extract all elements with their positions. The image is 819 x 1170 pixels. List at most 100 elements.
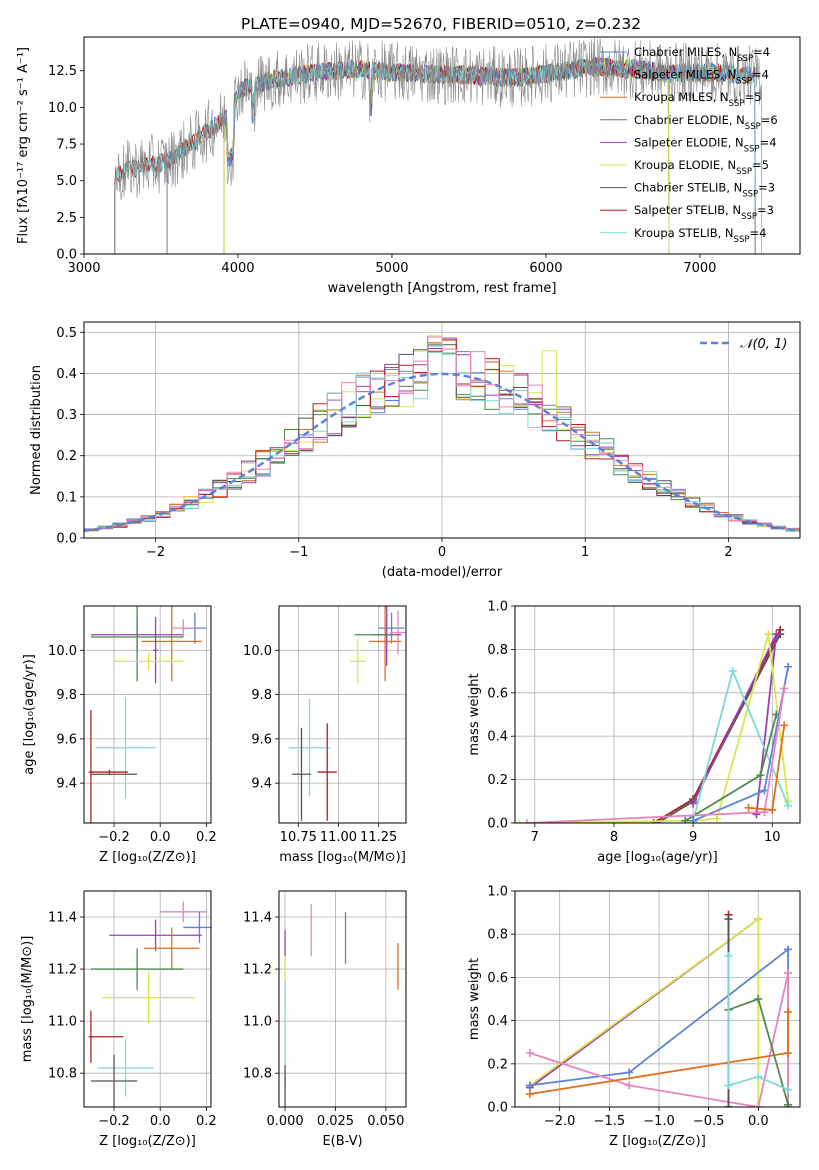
- x-tick-label: 0.0: [150, 830, 171, 845]
- age_vs_mass-plot: [288, 606, 406, 821]
- age_vs_Z-plot: [88, 606, 207, 823]
- x-tick-label: −1: [289, 545, 308, 560]
- x-tick-label: 0.050: [367, 1114, 404, 1129]
- errorbar-point: [369, 606, 402, 682]
- y-tick-label: 0.2: [56, 449, 77, 464]
- axes-frame: [278, 890, 407, 1108]
- x-axis-label: mass [log₁₀(M/M⊙)]: [279, 850, 406, 865]
- x-tick-label: −0.2: [98, 1114, 130, 1129]
- plus-marker: [780, 721, 789, 730]
- x-tick-label: 0: [438, 545, 446, 560]
- x-axis-label: Z [log₁₀(Z/Z⊙)]: [609, 1134, 706, 1149]
- x-tick-label: 0.2: [196, 1114, 217, 1129]
- errorbar-point: [389, 610, 406, 655]
- weight-line: [727, 955, 789, 1091]
- plus-marker: [754, 1103, 763, 1107]
- massweight_vs_age-axes: 7 8 9 10 0.0 0.2 0.4 0.6 0.8 1.0 age [log₁₀(age/yr…: [467, 600, 801, 865]
- massweight_vs_Z-axes: −2.0 −1.5 −1.0 −0.5 0.0 0.0 0.2 0.4 0.6 0.8 1.0 Z […: [467, 885, 801, 1149]
- y-tick-label: 10.8: [48, 1067, 77, 1082]
- errorbar-point: [141, 606, 202, 682]
- plus-marker: [772, 630, 781, 639]
- errorbar-point: [90, 948, 184, 990]
- y-tick-label: 0.8: [487, 643, 508, 658]
- axes-frame: [514, 605, 801, 824]
- y-tick-label: 11.0: [243, 1015, 272, 1030]
- y-tick-label: 10.0: [48, 644, 77, 659]
- y-axis-label: mass weight: [467, 958, 482, 1040]
- x-axis-label: age [log₁₀(age/yr)]: [597, 850, 718, 865]
- y-tick-label: 0.0: [56, 248, 77, 263]
- plus-marker: [784, 662, 793, 671]
- x-tick-label: −1.0: [643, 1114, 675, 1129]
- plus-marker: [525, 1049, 534, 1057]
- plus-marker: [784, 969, 793, 978]
- legend-label: 𝒩(0, 1): [740, 337, 787, 352]
- residuals-axes: −2 −1 0 1 2 0.0 0.1 0.2 0.3 0.4 0.5 (data-model)/er…: [29, 321, 801, 580]
- y-tick-label: 11.2: [243, 963, 272, 978]
- spectrum-line: [114, 37, 762, 254]
- x-tick-label: 0.0: [748, 1114, 769, 1129]
- x-tick-label: −0.2: [98, 830, 130, 845]
- y-tick-label: 0.8: [487, 928, 508, 943]
- mass_vs_EBV-axes: 0.000 0.025 0.050 10.8 11.0 11.2 11.4 E(B-V): [243, 890, 407, 1149]
- errorbar-point: [291, 727, 312, 821]
- x-axis-label: E(B-V): [322, 1134, 362, 1149]
- y-tick-label: 0.5: [56, 326, 77, 341]
- massweight_vs_Z-plot: [525, 910, 793, 1107]
- y-axis-label: Normed distribution: [29, 365, 44, 495]
- y-tick-label: 10.0: [243, 644, 272, 659]
- x-tick-label: 11.25: [360, 830, 397, 845]
- axes-frame: [278, 605, 407, 824]
- errorbar-point: [160, 901, 207, 923]
- axes-frame: [83, 605, 212, 824]
- y-tick-label: 0.2: [487, 1057, 508, 1072]
- x-tick-label: 6000: [529, 261, 562, 276]
- plus-marker: [784, 945, 793, 954]
- plus-marker: [689, 816, 698, 823]
- plus-marker: [724, 1103, 733, 1107]
- x-tick-label: 3000: [67, 261, 100, 276]
- axes-frame: [83, 36, 801, 255]
- plus-marker: [784, 1007, 793, 1016]
- x-tick-label: 8: [610, 830, 618, 845]
- y-tick-label: 11.4: [48, 911, 77, 926]
- y-tick-label: 0.4: [487, 730, 508, 745]
- y-tick-label: 0.4: [56, 367, 77, 382]
- x-tick-label: 0.025: [317, 1114, 354, 1129]
- x-tick-label: −2: [146, 545, 165, 560]
- errorbar-point: [183, 911, 211, 944]
- errorbar-point: [288, 699, 331, 797]
- x-tick-label: 7: [531, 830, 539, 845]
- errorbar-point: [95, 696, 156, 799]
- errorbar-point: [102, 971, 195, 1024]
- plus-marker: [768, 805, 777, 814]
- y-tick-label: 0.0: [56, 532, 77, 547]
- y-tick-label: 1.0: [487, 885, 508, 900]
- errorbar-point: [90, 1054, 138, 1107]
- y-axis-label: age [log₁₀(age/yr)]: [22, 654, 37, 775]
- x-axis-label: Z [log₁₀(Z/Z⊙)]: [99, 1134, 196, 1149]
- errorbar-point: [109, 919, 202, 951]
- y-tick-label: 5.0: [56, 174, 77, 189]
- x-tick-label: 0.000: [266, 1114, 303, 1129]
- y-axis-label: mass [log₁₀(M/M⊙)]: [20, 936, 35, 1063]
- y-tick-label: 2.5: [56, 211, 77, 226]
- y-tick-label: 11.0: [48, 1015, 77, 1030]
- normal-curve: [84, 372, 800, 533]
- histogram-step: [84, 336, 800, 531]
- x-axis-label: Z [log₁₀(Z/Z⊙)]: [99, 850, 196, 865]
- plus-marker: [653, 819, 662, 823]
- axes-frame: [514, 890, 801, 1108]
- errorbar-point: [90, 606, 184, 682]
- mass_vs_EBV-plot: [284, 904, 399, 1107]
- x-tick-label: −1.5: [594, 1114, 626, 1129]
- plus-marker: [522, 819, 531, 823]
- x-axis-label: wavelength [Angstrom, rest frame]: [328, 281, 557, 296]
- errorbar-point: [153, 617, 158, 684]
- y-tick-label: 11.2: [48, 963, 77, 978]
- spectrum-axes: 3000 4000 5000 6000 7000 0.0 2.5 5.0 7.5 10.0 12.5…: [16, 36, 801, 296]
- x-tick-label: 10.75: [280, 830, 317, 845]
- plus-marker: [649, 819, 658, 823]
- errorbar-point: [90, 769, 128, 775]
- axes-frame: [83, 890, 212, 1108]
